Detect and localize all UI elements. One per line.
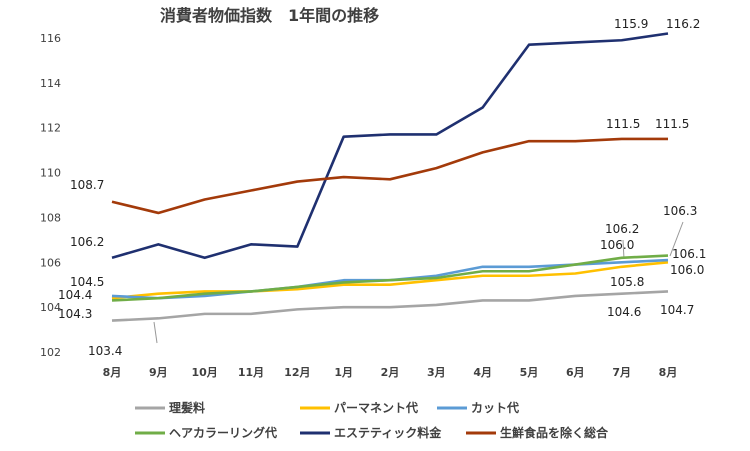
data-label: 106.3 [663,204,697,218]
data-label: 104.6 [607,305,641,319]
legend-label: エステティック料金 [334,425,442,440]
data-label: 105.8 [610,275,644,289]
data-label: 106.1 [672,247,706,261]
data-label: 104.4 [58,288,92,302]
y-tick-label: 102 [40,346,61,359]
y-tick-label: 112 [40,122,61,135]
data-label: 108.7 [70,178,104,192]
y-tick-label: 108 [40,211,61,224]
series-line-5 [111,137,668,215]
y-tick-label: 110 [40,167,61,180]
x-tick-label: 6月 [566,366,585,379]
x-tick-label: 8月 [659,366,678,379]
x-tick-label: 2月 [381,366,400,379]
data-label: 111.5 [606,117,640,131]
legend-label: カット代 [471,400,519,415]
data-label: 104.5 [70,275,104,289]
data-label: 111.5 [655,117,689,131]
x-tick-label: 9月 [149,366,168,379]
legend-label: パーマネント代 [334,400,418,415]
x-tick-label: 5月 [520,366,539,379]
legend-label: ヘアカラーリング代 [169,425,277,440]
data-label: 115.9 [614,17,648,31]
x-tick-label: 3月 [427,366,446,379]
legend-label: 生鮮食品を除く総合 [500,425,609,440]
x-tick-label: 12月 [284,366,310,379]
x-tick-label: 11月 [238,366,264,379]
x-tick-label: 10月 [192,366,218,379]
x-tick-label: 1月 [334,366,353,379]
x-tick-label: 4月 [473,366,492,379]
data-label: 106.2 [70,235,104,249]
chart-title: 消費者物価指数 1年間の推移 [160,6,379,25]
y-tick-label: 106 [40,256,61,269]
y-tick-label: 104 [40,301,61,314]
x-tick-label: 8月 [103,366,122,379]
series-line-4 [111,32,669,260]
series-line-3 [111,254,669,302]
data-label: 103.4 [88,344,122,358]
y-tick-label: 116 [40,32,61,45]
data-label: 104.3 [58,307,92,321]
leader-line [622,239,625,260]
x-tick-label: 7月 [612,366,631,379]
y-tick-label: 114 [40,77,61,90]
data-label: 106.2 [605,222,639,236]
data-label: 106.0 [600,238,634,252]
leader-line [153,321,158,344]
data-label: 104.7 [660,303,694,317]
legend-label: 理髪料 [169,400,205,415]
data-label: 116.2 [666,17,700,31]
data-label: 106.0 [670,263,704,277]
leader-line [669,221,684,257]
